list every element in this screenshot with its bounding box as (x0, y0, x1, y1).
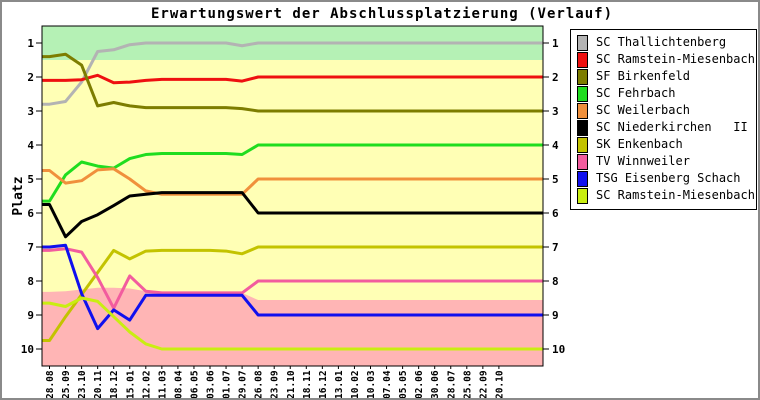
legend-label: SC Fehrbach (596, 86, 676, 100)
legend-item: SC Niederkirchen II (571, 119, 756, 136)
y-tick-label-left: 4 (27, 139, 34, 152)
y-tick-label-right: 2 (552, 71, 559, 84)
legend-swatch (577, 153, 588, 170)
zone-relegation (42, 287, 543, 366)
legend-label: SC Niederkirchen II (596, 120, 748, 134)
x-tick-label: 28.08 (45, 370, 56, 399)
legend-label: SC Ramstein-Miesenbach (596, 52, 755, 66)
legend-item: TV Winnweiler (571, 153, 756, 170)
legend-item: SC Fehrbach (571, 85, 756, 102)
x-tick-label: 26.08 (254, 370, 265, 399)
legend-swatch (577, 136, 588, 153)
x-tick-label: 08.04 (173, 370, 184, 399)
legend-label: SK Enkenbach (596, 137, 683, 151)
x-tick-label: 23.09 (270, 370, 281, 399)
x-tick-label: 23.10 (77, 370, 88, 399)
x-tick-label: 10.03 (366, 370, 377, 399)
x-tick-label: 28.07 (446, 370, 457, 399)
series-line-rank3 (42, 52, 543, 113)
x-tick-label: 13.01 (334, 370, 345, 399)
x-tick-label: 01.07 (222, 370, 233, 399)
legend-label: SC Ramstein-Miesenbach II (596, 188, 755, 202)
legend-swatch (577, 34, 588, 51)
y-tick-label-left: 9 (27, 309, 34, 322)
series-line-rank9 (42, 243, 543, 331)
y-tick-label-right: 7 (552, 241, 559, 254)
y-tick-label-right: 3 (552, 105, 559, 118)
x-tick-label: 07.04 (382, 370, 393, 399)
legend-label: TSG Eisenberg Schach (596, 171, 741, 185)
x-tick-label: 22.09 (478, 370, 489, 399)
plot-border (41, 25, 544, 367)
series-line-rank5 (42, 167, 543, 196)
legend-item: SF Birkenfeld (571, 68, 756, 85)
x-tick-label: 18.12 (109, 370, 120, 399)
series-line-rank1 (42, 41, 543, 106)
y-tick-label-right: 4 (552, 139, 559, 152)
legend-swatch (577, 85, 588, 102)
x-tick-label: 18.11 (302, 370, 313, 399)
x-tick-label: 06.05 (189, 370, 200, 399)
legend-item: SC Ramstein-Miesenbach (571, 51, 756, 68)
legend-swatch (577, 102, 588, 119)
x-tick-label: 10.02 (350, 370, 361, 399)
legend-swatch (577, 170, 588, 187)
x-tick-label: 20.11 (93, 370, 104, 399)
y-tick-label-left: 1 (27, 37, 34, 50)
legend-item: SC Ramstein-Miesenbach II (571, 187, 756, 204)
x-tick-label: 02.06 (414, 370, 425, 399)
x-tick-label: 29.07 (238, 370, 249, 399)
series-line-rank2 (42, 73, 543, 85)
legend-item: SC Thallichtenberg (571, 34, 756, 51)
y-tick-label-right: 5 (552, 173, 559, 186)
series-line-rank10 (42, 296, 543, 351)
x-tick-label: 25.08 (462, 370, 473, 399)
legend-item: SK Enkenbach (571, 136, 756, 153)
x-tick-label: 11.03 (157, 370, 168, 399)
x-tick-label: 12.02 (141, 370, 152, 399)
x-tick-label: 20.10 (494, 370, 505, 399)
y-tick-label-left: 6 (27, 207, 34, 220)
y-tick-label-left: 5 (27, 173, 34, 186)
series-line-rank6 (42, 191, 543, 239)
legend-label: SC Thallichtenberg (596, 35, 727, 49)
legend-item: TSG Eisenberg Schach (571, 170, 756, 187)
x-tick-label: 30.06 (430, 370, 441, 399)
series-line-rank7 (42, 245, 543, 342)
legend-swatch (577, 187, 588, 204)
legend-swatch (577, 119, 588, 136)
x-tick-label: 16.12 (318, 370, 329, 399)
legend-label: SC Weilerbach (596, 103, 690, 117)
legend-swatch (577, 68, 588, 85)
legend-swatch (577, 51, 588, 68)
x-tick-label: 25.09 (61, 370, 72, 399)
legend-item: SC Weilerbach (571, 102, 756, 119)
y-tick-label-left: 8 (27, 275, 34, 288)
y-tick-label-left: 7 (27, 241, 34, 254)
legend-box: SC Thallichtenberg SC Ramstein-Miesenbach… (570, 29, 757, 210)
legend-label: SF Birkenfeld (596, 69, 690, 83)
y-tick-label-right: 9 (552, 309, 559, 322)
chart-title: Erwartungswert der Abschlussplatzierung … (150, 6, 613, 22)
y-tick-label-left: 2 (27, 71, 34, 84)
x-tick-label: 03.06 (206, 370, 217, 399)
series-line-rank8 (42, 247, 543, 310)
y-tick-label-right: 1 (552, 37, 559, 50)
x-tick-label: 15.01 (125, 370, 136, 399)
y-tick-label-right: 8 (552, 275, 559, 288)
x-tick-label: 21.10 (286, 370, 297, 399)
x-tick-label: 05.05 (398, 370, 409, 399)
y-tick-label-right: 6 (552, 207, 559, 220)
y-tick-label-left: 3 (27, 105, 34, 118)
y-tick-label-right: 10 (552, 343, 565, 356)
legend-label: TV Winnweiler (596, 154, 690, 168)
y-tick-label-left: 10 (21, 343, 34, 356)
